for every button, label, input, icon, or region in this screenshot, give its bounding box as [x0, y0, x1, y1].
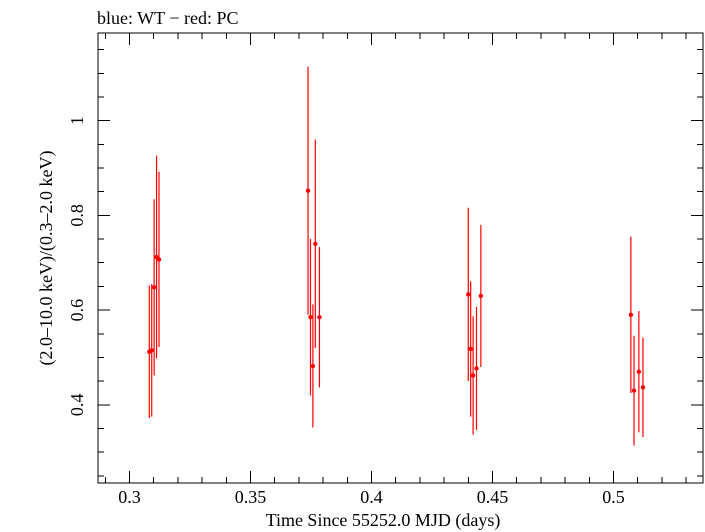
x-tick-label: 0.4 — [360, 487, 383, 507]
data-point — [631, 388, 637, 393]
data-point — [151, 285, 157, 290]
chart-title: blue: WT − red: PC — [97, 8, 238, 28]
x-tick-label: 0.3 — [118, 487, 141, 507]
y-tick-label: 0.8 — [67, 204, 87, 227]
data-point — [636, 369, 642, 374]
data-point — [628, 312, 634, 318]
series-layer — [147, 66, 646, 446]
data-point — [156, 257, 162, 262]
y-axis-label: (2.0–10.0 keV)/(0.3–2.0 keV) — [36, 151, 57, 366]
x-tick-label: 0.35 — [235, 487, 267, 507]
x-tick-label: 0.5 — [602, 487, 625, 507]
y-tick-label: 0.6 — [67, 299, 87, 322]
data-point — [310, 363, 316, 369]
data-point — [470, 373, 476, 378]
x-tick-label: 0.45 — [477, 487, 509, 507]
y-tick-label: 0.4 — [67, 394, 87, 417]
y-tick-label: 1 — [67, 116, 87, 125]
plot-area — [97, 32, 704, 484]
data-point — [305, 188, 311, 193]
series-pc — [147, 66, 646, 446]
x-axis-label: Time Since 55252.0 MJD (days) — [266, 510, 501, 531]
data-point — [466, 292, 471, 297]
data-point — [308, 315, 313, 320]
data-point — [474, 366, 479, 371]
y-axis: 0.4 0.6 0.8 1 — [67, 49, 703, 477]
data-point — [478, 293, 484, 299]
data-point — [317, 315, 322, 320]
data-point — [640, 385, 646, 390]
data-point — [149, 348, 154, 353]
data-point — [468, 346, 473, 352]
x-axis: 0.3 0.35 0.4 0.45 0.5 — [104, 33, 687, 507]
plot-frame — [97, 32, 704, 484]
data-point — [313, 241, 318, 246]
